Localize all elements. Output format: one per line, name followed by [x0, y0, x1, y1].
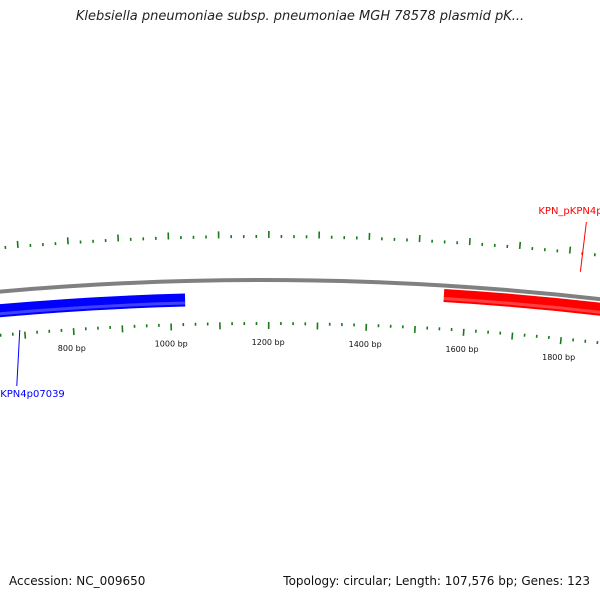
gene-track	[0, 289, 600, 318]
scale-label: 1200 bp	[252, 338, 285, 347]
scale-labels: 800 bp 1000 bp 1200 bp 1400 bp 1600 bp 1800 b…	[58, 338, 575, 362]
inner-tick	[559, 337, 562, 345]
gene-arc-KPN_pKPN4p07040	[443, 289, 600, 316]
scale-label: 1000 bp	[155, 339, 188, 348]
outer-tick	[518, 241, 522, 249]
scale-label: 800 bp	[58, 344, 86, 353]
gene-leader-line	[16, 330, 21, 387]
gene-label-KPN_pKPN4p07040: KPN_pKPN4p07040	[538, 206, 600, 217]
inner-tick	[24, 331, 27, 339]
gene-arc-highlight	[0, 301, 186, 316]
outer-tick	[16, 240, 19, 249]
gene-arc-highlight	[443, 297, 600, 314]
plasmid-backbone	[0, 278, 600, 302]
topology-summary: Topology: circular; Length: 107,576 bp; …	[283, 574, 590, 588]
scale-label: 1600 bp	[445, 345, 478, 354]
map-title: Klebsiella pneumoniae subsp. pneumoniae …	[75, 9, 525, 24]
outer-tick-ring	[4, 231, 596, 257]
inner-tick	[511, 332, 514, 340]
gene-arc-KPN_pKPN4p07039	[0, 293, 186, 318]
accession-text: Accession: NC_009650	[9, 574, 146, 588]
scale-label: 1400 bp	[349, 340, 382, 349]
outer-tick	[568, 246, 572, 254]
gene-leader-line	[579, 221, 587, 272]
scale-label: 1800 bp	[542, 353, 575, 362]
inner-tick-ring	[0, 322, 599, 345]
